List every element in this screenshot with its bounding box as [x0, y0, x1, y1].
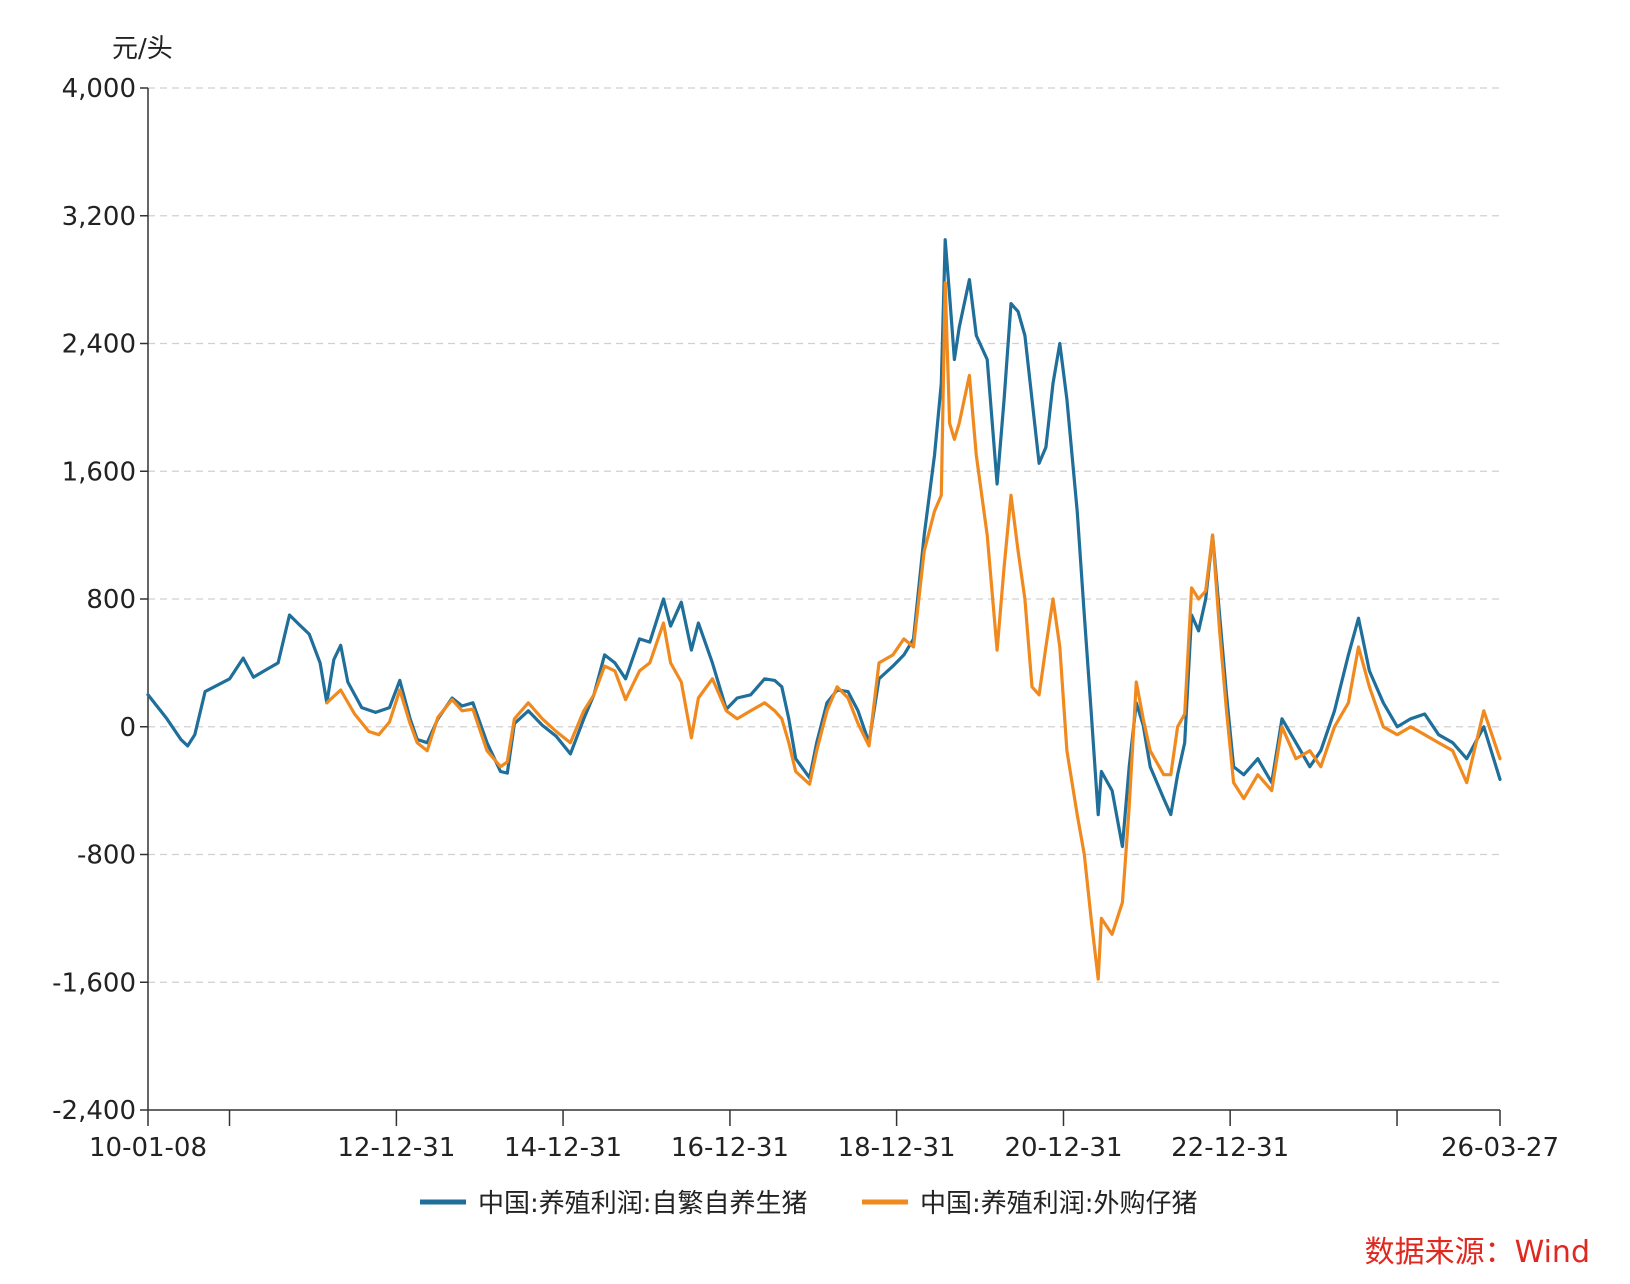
y-tick-label: 800: [86, 585, 136, 615]
x-tick-label: 22-12-31: [1171, 1133, 1289, 1163]
x-tick-label: 12-12-31: [337, 1133, 455, 1163]
axes: 4,000 3,200 2,400 1,600 800 0 -800 -1,600 -2,400…: [52, 74, 1559, 1163]
data-source-label: 数据来源：Wind: [1365, 1235, 1590, 1270]
y-tick-label: 3,200: [62, 202, 136, 232]
series-line-1: [146, 238, 1502, 849]
x-tick-label: 14-12-31: [504, 1133, 622, 1163]
y-tick-label: -800: [77, 841, 136, 871]
x-tick-label: 10-01-08: [89, 1133, 207, 1163]
legend: 中国:养殖利润:自繁自养生猪 中国:养殖利润:外购仔猪: [420, 1189, 1198, 1219]
y-tick-label: 4,000: [62, 74, 136, 104]
series-lines: [146, 238, 1502, 981]
y-tick-label: 2,400: [62, 330, 136, 360]
y-axis-unit-label: 元/头: [112, 34, 173, 64]
series-line-2: [325, 281, 1502, 981]
x-tick-label: 18-12-31: [838, 1133, 956, 1163]
x-tick-label: 26-03-27: [1441, 1133, 1559, 1163]
x-tick-label: 20-12-31: [1004, 1133, 1122, 1163]
y-tick-label: -2,400: [52, 1096, 136, 1126]
y-tick-label: 0: [119, 713, 136, 743]
x-tick-label: 16-12-31: [671, 1133, 789, 1163]
legend-label: 中国:养殖利润:外购仔猪: [920, 1189, 1198, 1219]
y-tick-label: -1,600: [52, 968, 136, 998]
legend-label: 中国:养殖利润:自繁自养生猪: [478, 1189, 808, 1219]
y-tick-label: 1,600: [62, 457, 136, 487]
gridlines: [148, 87, 1500, 983]
